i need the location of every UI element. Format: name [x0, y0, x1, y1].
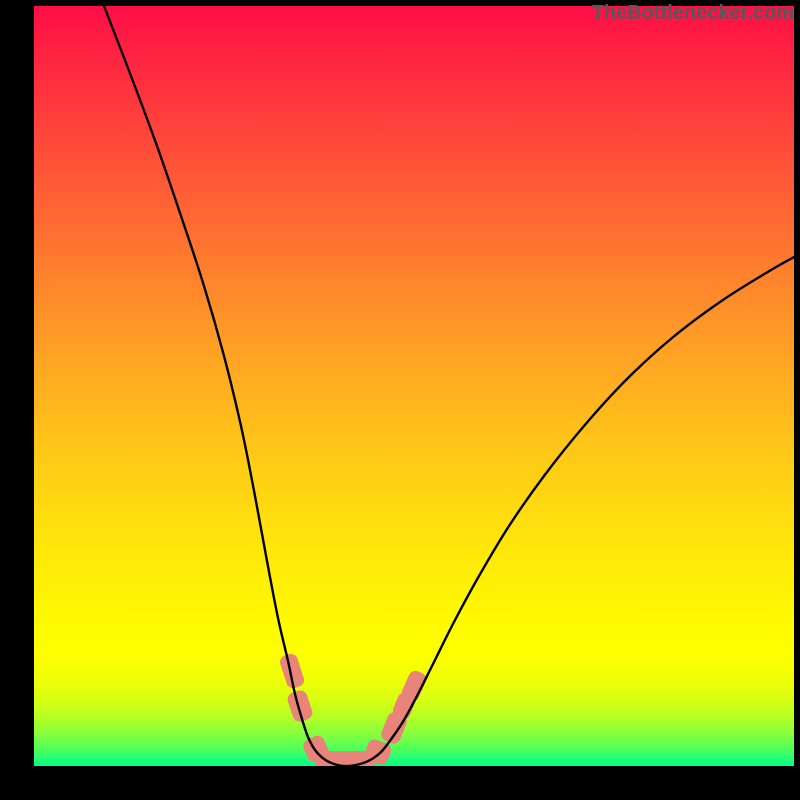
plot-area — [34, 6, 794, 766]
plot-svg — [34, 6, 794, 766]
watermark-text: TheBottlenecker.com — [592, 2, 794, 25]
